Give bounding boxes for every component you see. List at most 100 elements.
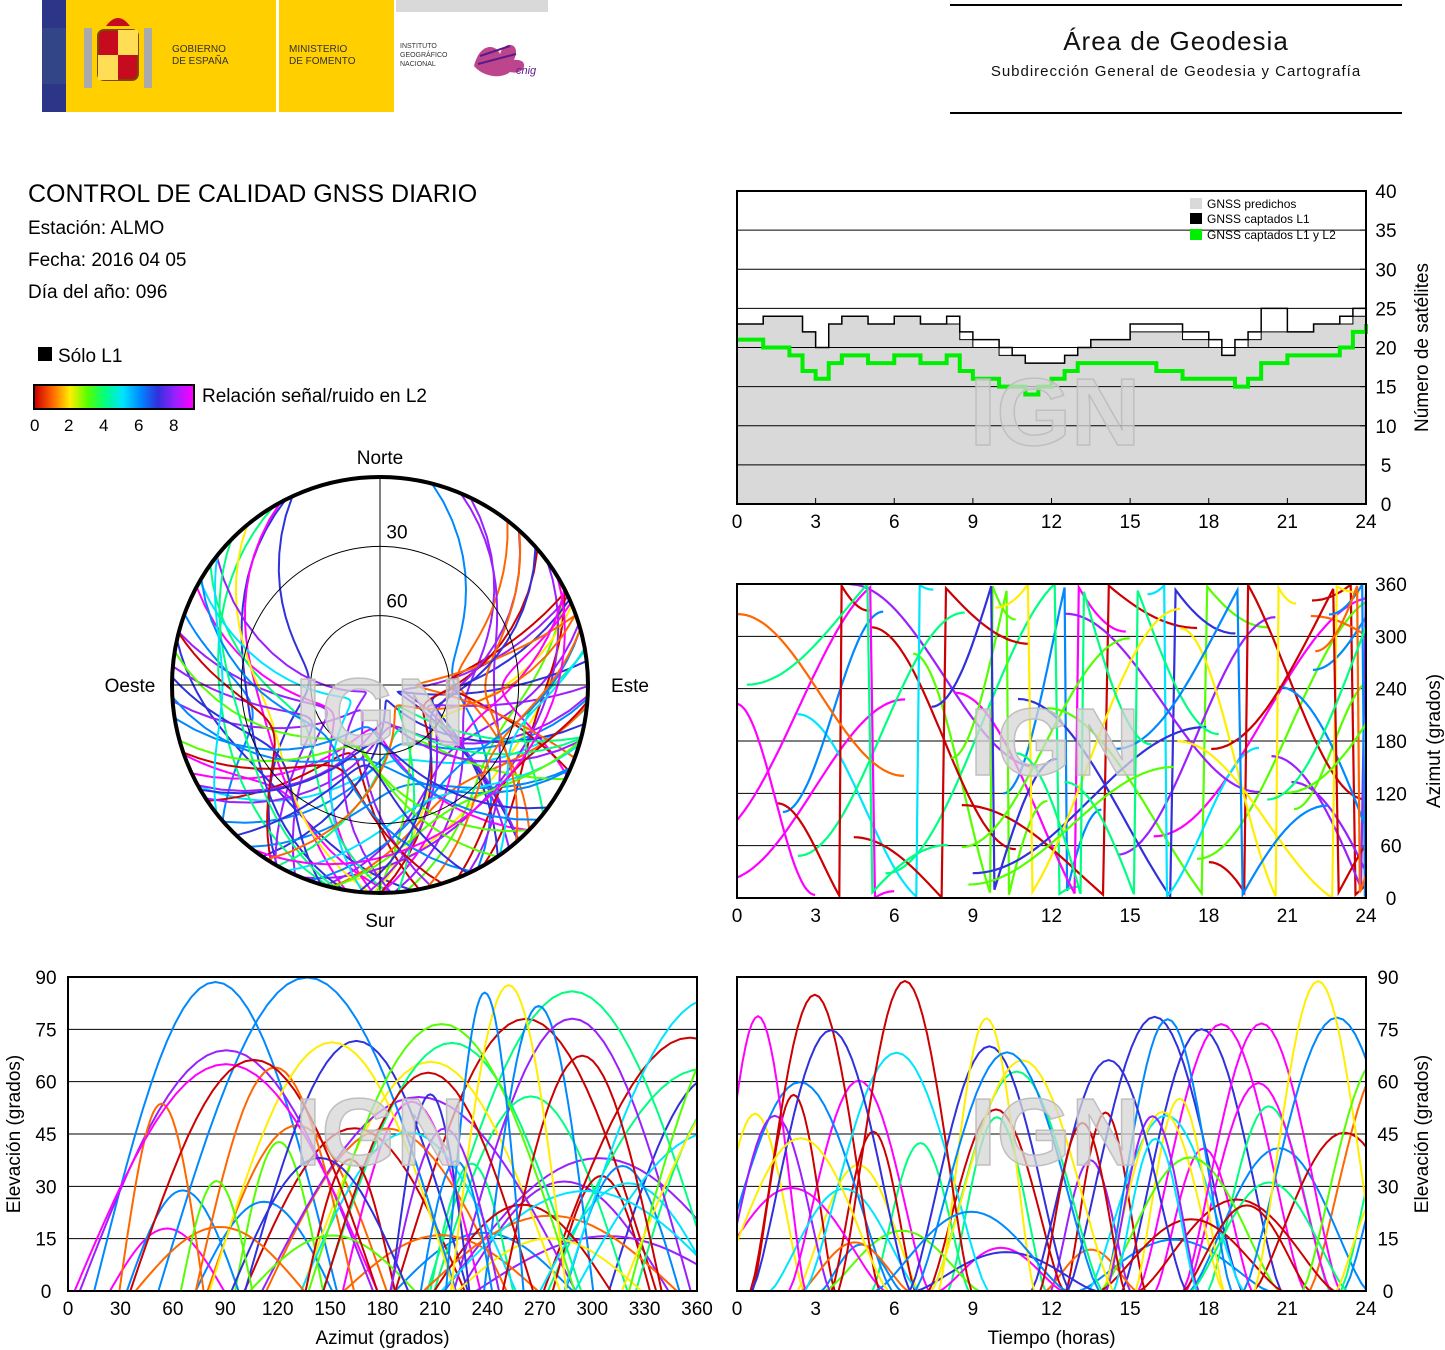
east-label: Este [611, 676, 649, 697]
gobierno-line2: DE ESPAÑA [172, 56, 229, 67]
sky-track [176, 639, 414, 892]
elevation-track [249, 1234, 416, 1291]
cnig-logo-icon: cnig [474, 44, 537, 77]
x-tick-label: 180 [367, 1299, 399, 1320]
x-tick-label: 300 [576, 1299, 608, 1320]
elevation-time-track [1030, 1058, 1187, 1291]
snr-tick-6: 6 [134, 416, 144, 435]
x-tick-label: 21 [1277, 1299, 1298, 1320]
elevation-track [501, 1054, 663, 1291]
west-label: Oeste [105, 676, 156, 697]
x-tick-label: 6 [889, 906, 900, 927]
snr-colorbar [33, 384, 195, 410]
satellite-track [1017, 586, 1236, 898]
elevation-time-track [1134, 1097, 1225, 1291]
satellite-track [1310, 614, 1366, 637]
satellite-track [1117, 616, 1276, 856]
elevation-time-track [937, 1017, 1036, 1291]
series-l1-line [737, 300, 1367, 364]
sky-track [286, 744, 580, 872]
sky-track [301, 561, 560, 880]
ign-line1: INSTITUTO [400, 43, 437, 50]
elevation-track [261, 1095, 577, 1291]
elevation-track [440, 1189, 697, 1291]
x-tick-label: 3 [810, 1299, 821, 1320]
elevation-azimuth-chart: 0 15 30 45 60 75 90 0 30 60 90 120 150 180 210 240 270 30… [4, 968, 713, 1349]
ign-watermark-1: IGN [970, 359, 1141, 466]
sky-track [234, 524, 371, 893]
y-tick-label: 35 [1375, 221, 1396, 242]
sky-track [174, 717, 539, 821]
elevation-track [390, 1093, 471, 1291]
elevation-track [429, 1162, 514, 1291]
x-tick-label: 15 [1120, 1299, 1141, 1320]
sky-track [178, 631, 329, 875]
report-title: CONTROL DE CALIDAD GNSS DIARIO [28, 180, 478, 208]
x-tick-label: 0 [732, 512, 743, 533]
satellite-track [777, 584, 870, 898]
plot-frame [67, 976, 698, 1292]
satellites-chart: 0 5 10 15 20 25 30 35 40 0 3 6 9 12 15 18 21 24 Número de … [732, 182, 1433, 533]
satellite-track [1046, 584, 1269, 897]
satellite-track [995, 584, 1181, 896]
y-tick-label: 40 [1375, 182, 1396, 203]
x-tick-label: 60 [162, 1299, 183, 1320]
sky-track [198, 580, 364, 893]
y-tick-label: 15 [1377, 1230, 1398, 1251]
y-tick-label: 5 [1381, 456, 1392, 477]
y-tick-label: 60 [1380, 837, 1401, 858]
x-tick-label: 18 [1198, 1299, 1219, 1320]
area-title-block: Área de Geodesia Subdirección General de… [950, 4, 1402, 114]
ministerio-line2: DE FOMENTO [289, 56, 356, 67]
elevation-time-track [800, 1241, 909, 1291]
ign-watermark-3: IGN [295, 659, 466, 766]
sky-track [172, 665, 314, 865]
x-tick-label: 9 [968, 1299, 979, 1320]
elevation-time-track [1308, 1082, 1366, 1291]
elevation-track [109, 1227, 225, 1291]
x-axis-label: Azimut (grados) [315, 1328, 449, 1349]
sky-track [484, 530, 522, 843]
satellite-track [1153, 597, 1366, 838]
sky-track [215, 555, 392, 893]
y-tick-label: 10 [1375, 417, 1396, 438]
elevation-time-track [1253, 979, 1366, 1291]
x-tick-label: 21 [1277, 906, 1298, 927]
ign-watermark-4: IGN [295, 1079, 466, 1186]
sky-track [446, 590, 571, 772]
elevation-track [343, 1234, 539, 1291]
x-tick-label: 6 [889, 1299, 900, 1320]
x-tick-label: 3 [810, 512, 821, 533]
y-tick-label: 180 [1375, 732, 1407, 753]
skyplot-chart: 30 60 Norte Sur Oeste Este [105, 448, 649, 932]
elevation-track [475, 1235, 697, 1291]
snr-tick-4: 4 [99, 416, 109, 435]
elevation-time-track [1182, 1204, 1311, 1291]
y-tick-label: 300 [1375, 627, 1407, 648]
elevation-time-track [1100, 1156, 1280, 1291]
elevation-time-track [908, 1045, 1070, 1291]
south-label: Sur [365, 911, 395, 932]
satellite-track [737, 584, 895, 898]
y-tick-label: 75 [1377, 1020, 1398, 1041]
sky-track [431, 598, 571, 857]
y-tick-label: 240 [1375, 680, 1407, 701]
elevation-track [483, 1004, 595, 1291]
snr-colorbar-label: Relación señal/ruido en L2 [202, 386, 427, 407]
satellite-tracks [737, 584, 1366, 898]
elevation-time-chart: 0 15 30 45 60 75 90 0 3 6 9 12 15 18 21 24 Tiempo (horas… [732, 968, 1433, 1349]
elevation-track [547, 1068, 697, 1291]
x-tick-label: 24 [1355, 1299, 1377, 1320]
satellite-track [737, 613, 904, 777]
satellite-track [1016, 591, 1152, 895]
ign-watermark-5: IGN [970, 1079, 1141, 1186]
y-tick-label: 60 [1377, 1073, 1398, 1094]
ign-text-block: INSTITUTO GEOGRÁFICO NACIONAL [400, 42, 447, 69]
y-axis-label: Elevación (grados) [1412, 1055, 1433, 1213]
y-tick-label: 120 [1375, 784, 1407, 805]
x-tick-label: 24 [1355, 512, 1377, 533]
x-tick-label: 15 [1120, 512, 1141, 533]
y-tick-label: 90 [35, 968, 56, 989]
sky-tracks [172, 483, 588, 893]
